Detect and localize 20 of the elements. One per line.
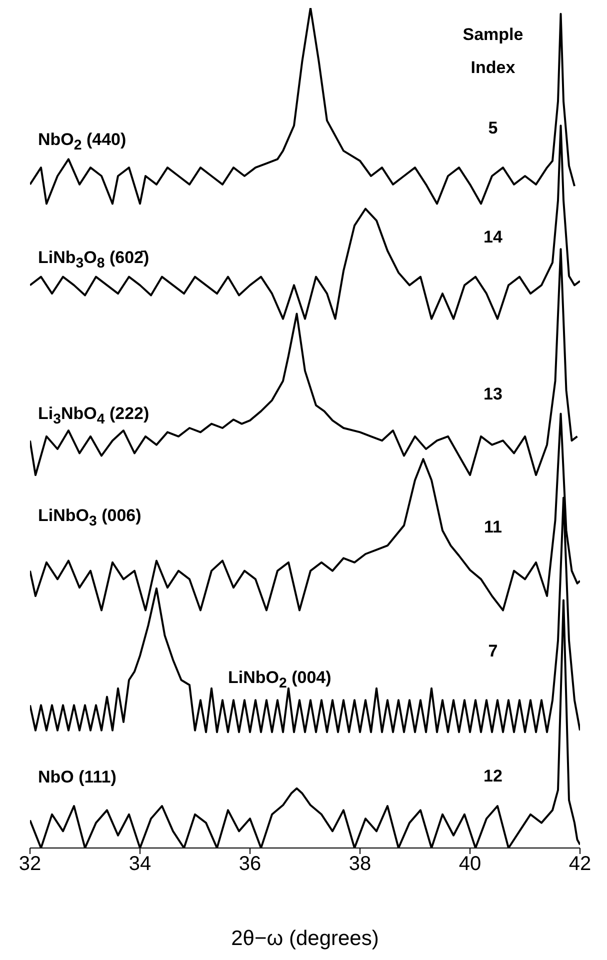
annotation: 7 [487, 642, 499, 660]
annotation: 5 [487, 118, 499, 138]
annotation: 11 [483, 518, 503, 536]
annotation: 12 [482, 766, 504, 786]
x-tick-label: 34 [128, 853, 152, 876]
annotation: Sample Index [462, 24, 524, 79]
x-tick-label: 36 [238, 853, 262, 876]
series-label: NbO (111) [38, 768, 116, 786]
x-axis-title: 2θ−ω (degrees) [231, 927, 379, 950]
x-tick-label: 32 [18, 853, 42, 876]
series-label: LiNbO$_{2}$ (004) [228, 668, 332, 692]
annotation: 13 [482, 384, 504, 404]
annotation: 14 [482, 228, 504, 246]
series-label: NbO$_{2}$ (440) [38, 130, 126, 154]
x-tick-label: 42 [568, 853, 592, 876]
x-tick-label: 40 [458, 853, 482, 876]
series-label: LiNbO$_{3}$ (006) [38, 506, 142, 530]
x-tick-label: 38 [348, 853, 372, 876]
series-label: LiNb$_{3}$O$_{8}$ (602̄) [38, 248, 150, 272]
series-label: Li$_{3}$NbO$_{4}$ (222) [38, 404, 150, 428]
